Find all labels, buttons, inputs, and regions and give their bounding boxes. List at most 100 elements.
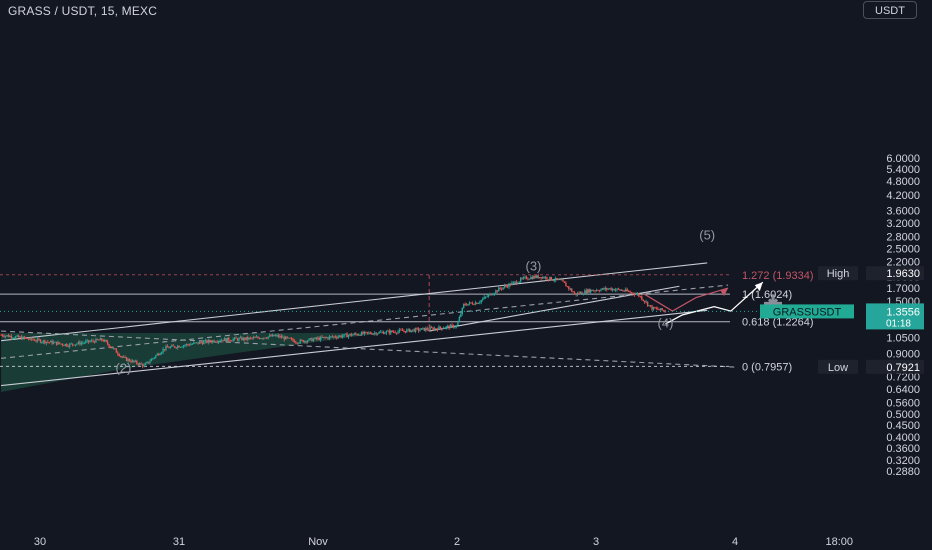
candle-body [406,329,408,333]
candle-body [568,286,570,289]
candle-body [287,337,290,339]
candle-body [607,288,609,290]
candle-body [83,342,85,344]
candle-body [611,288,614,291]
candle-body [617,288,620,290]
candle-body [410,330,412,332]
candle-body [79,341,81,345]
projection-path-white [665,281,764,325]
candle-body [403,330,405,332]
candle-body [226,337,229,342]
candle-body [296,342,299,344]
candle-body [553,280,555,282]
candle-body [42,340,45,343]
candle-body [50,340,52,343]
candle-body [587,289,589,294]
candle-body [528,278,531,280]
price-tick-label: 1.0500 [886,333,920,345]
candle-body [6,335,8,336]
candle-body [45,341,48,344]
candle-body [144,363,147,365]
candle-body [305,341,307,343]
low-badge-label-bg [818,359,858,374]
candle-body [454,326,456,328]
candle-body [232,339,234,341]
candle-body [479,302,481,304]
candle-body [274,335,277,337]
candle-body [426,328,428,330]
candle-body [92,340,94,342]
candle-body [252,337,255,339]
candle-body [487,294,490,297]
candle-body [610,288,612,291]
low-badge-value: 0.7921 [886,362,920,374]
candle-body [413,329,415,332]
candle-body [111,347,113,349]
candle-body [374,332,376,334]
candle-body [484,296,487,298]
candle-body [430,327,433,329]
candle-body [28,338,30,340]
candle-body [598,290,601,292]
candle-body [547,279,550,281]
candle-body [32,339,34,341]
candle-body [271,334,274,337]
candle-body [451,324,453,326]
candle-body [541,276,544,279]
candle-body [407,328,409,330]
candle-body [214,341,217,343]
candle-body [309,338,312,339]
candle-body [321,336,323,338]
candle-body [31,337,33,340]
candle-body [14,336,17,338]
candle-body [346,333,348,338]
price-tick-label: 3.6000 [886,206,920,218]
candle-body [390,330,392,334]
candle-body [544,277,547,279]
candle-body [525,276,528,279]
candle-body [139,363,141,365]
high-badge-value-bg [866,266,924,281]
candle-body [206,340,208,343]
candle-body [636,293,639,295]
candle-body [486,296,488,298]
candle-body [556,278,558,280]
candle-body [66,344,68,347]
candle-body [483,297,485,299]
candle-body [128,359,131,362]
candle-body [512,281,515,283]
candle-body [591,289,593,291]
candle-body [635,294,637,295]
candle-body [204,340,207,342]
candle-body [193,342,195,344]
candle-body [664,310,666,312]
candle-body [315,337,318,339]
candle-body [263,337,265,339]
candle-body [327,337,329,339]
candle-body [620,290,623,291]
candle-body [229,340,231,342]
candle-body [298,342,300,344]
candle-body [627,291,630,292]
currency-button[interactable]: USDT [863,1,917,19]
candle-body [242,337,245,341]
candle-body [404,331,407,333]
candle-body [216,341,218,343]
candle-body [550,276,553,281]
candle-body [169,346,172,349]
candle-body [244,337,246,340]
candle-body [524,276,526,278]
candle-body [578,292,580,294]
candle-body [147,361,150,363]
candle-body [176,345,179,348]
candle-body [276,334,278,336]
candle-body [658,309,661,311]
candle-body [22,336,24,340]
candle-body [600,289,602,291]
candle-body [662,310,665,312]
candle-body [163,349,166,350]
candle-body [527,278,529,280]
candle-body [385,331,388,334]
high-badge-label-bg [818,266,858,281]
